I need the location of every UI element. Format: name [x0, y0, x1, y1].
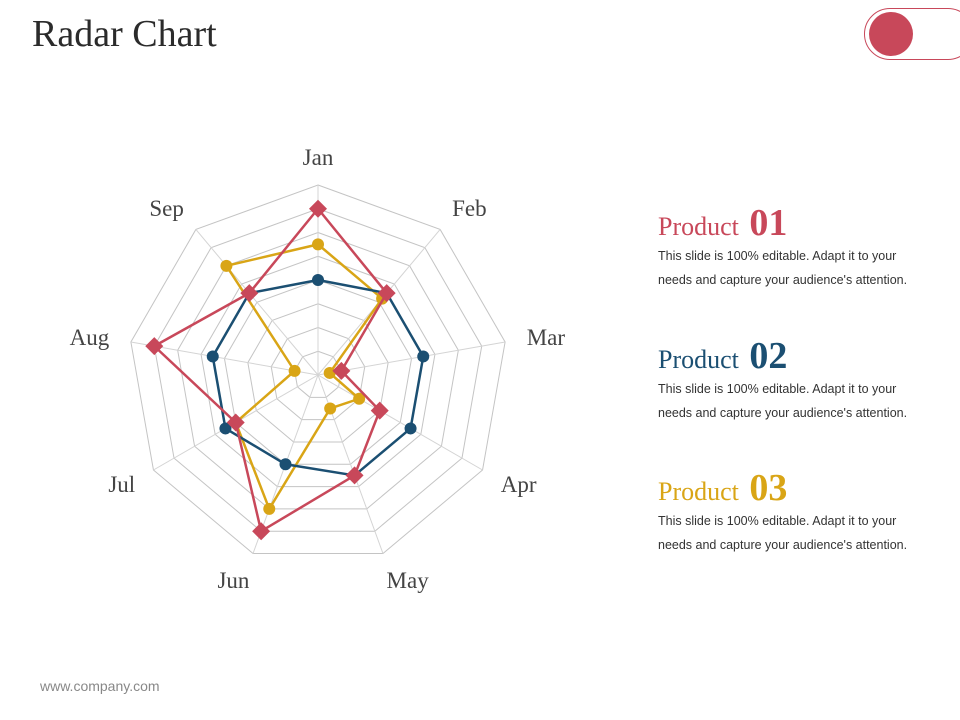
series-product-02	[206, 274, 430, 482]
grid-ring-3	[247, 303, 389, 443]
slide-title: Radar Chart	[32, 13, 217, 55]
axis-label-jul: Jul	[108, 472, 135, 497]
point-product-01-aug	[145, 337, 164, 356]
point-product-03-apr	[353, 392, 366, 405]
axis-label-aug: Aug	[70, 325, 110, 350]
point-product-03-jan	[312, 238, 324, 251]
radar-series	[145, 199, 430, 541]
legend-product-01: Product 01 This slide is 100% editable. …	[658, 204, 928, 292]
axis-label-feb: Feb	[452, 196, 487, 221]
grid-spoke-sep	[195, 229, 319, 376]
radar-axis-labels: Jan Feb Mar Apr May Jun Jul Aug Sep	[70, 145, 566, 593]
legend-product-02: Product 02 This slide is 100% editable. …	[658, 337, 928, 425]
point-product-02-aug	[206, 350, 219, 363]
axis-label-apr: Apr	[501, 472, 537, 497]
point-product-03-mar	[323, 366, 336, 379]
point-product-02-jul	[219, 422, 232, 435]
point-product-01-apr	[370, 401, 389, 420]
legend-product-03-heading: Product 03	[658, 469, 928, 509]
series-line-product-01	[153, 207, 388, 533]
legend-product-02-text: This slide is 100% editable. Adapt it to…	[658, 382, 908, 420]
grid-spoke-mar	[317, 341, 506, 376]
series-product-01	[145, 199, 396, 541]
point-product-03-sep	[220, 259, 233, 272]
point-product-03-jun	[263, 502, 276, 515]
point-product-01-feb	[377, 284, 396, 303]
footer-url: www.company.com	[40, 678, 160, 694]
legend-product-02-label: Product	[658, 345, 739, 374]
series-line-product-02	[211, 278, 425, 477]
grid-spoke-apr	[317, 374, 483, 471]
axis-label-jun: Jun	[217, 568, 249, 593]
grid-ring-6	[177, 231, 459, 510]
point-product-01-may	[345, 466, 364, 485]
point-product-03-may	[324, 402, 337, 415]
axis-label-jan: Jan	[303, 145, 334, 170]
legend-product-02-number: 02	[749, 335, 788, 377]
grid-ring-2	[270, 326, 366, 421]
point-product-02-jan	[312, 274, 324, 286]
point-product-01-sep	[240, 284, 259, 303]
legend-product-01-heading: Product 01	[658, 204, 928, 244]
toggle-knob[interactable]	[869, 12, 913, 56]
legend-product-01-label: Product	[658, 212, 739, 241]
legend-product-03-text: This slide is 100% editable. Adapt it to…	[658, 514, 908, 552]
grid-ring-8	[130, 184, 506, 555]
grid-ring-4	[223, 279, 413, 465]
legend-product-01-number: 01	[749, 202, 788, 244]
point-product-02-apr	[404, 422, 417, 435]
radar-chart: Jan Feb Mar Apr May Jun Jul Aug Sep	[70, 145, 566, 593]
point-product-03-aug	[288, 364, 301, 377]
legend-product-02-heading: Product 02	[658, 337, 928, 377]
grid-ring-5	[200, 255, 436, 488]
series-line-product-03	[225, 243, 384, 511]
grid-ring-7	[153, 208, 483, 532]
point-product-01-mar	[332, 361, 351, 380]
point-product-01-jan	[309, 199, 327, 218]
point-product-01-jul	[226, 413, 245, 432]
axis-label-may: May	[387, 568, 430, 593]
grid-spoke-aug	[130, 341, 319, 376]
point-product-02-mar	[417, 350, 430, 363]
axis-label-sep: Sep	[149, 196, 184, 221]
point-product-02-jun	[279, 458, 292, 471]
point-product-01-jun	[252, 522, 271, 541]
legend-product-01-text: This slide is 100% editable. Adapt it to…	[658, 249, 908, 287]
legend-product-03-label: Product	[658, 477, 739, 506]
legend-product-03-number: 03	[749, 467, 788, 509]
axis-label-mar: Mar	[527, 325, 566, 350]
legend-product-03: Product 03 This slide is 100% editable. …	[658, 469, 928, 557]
toggle-switch[interactable]	[864, 8, 960, 60]
